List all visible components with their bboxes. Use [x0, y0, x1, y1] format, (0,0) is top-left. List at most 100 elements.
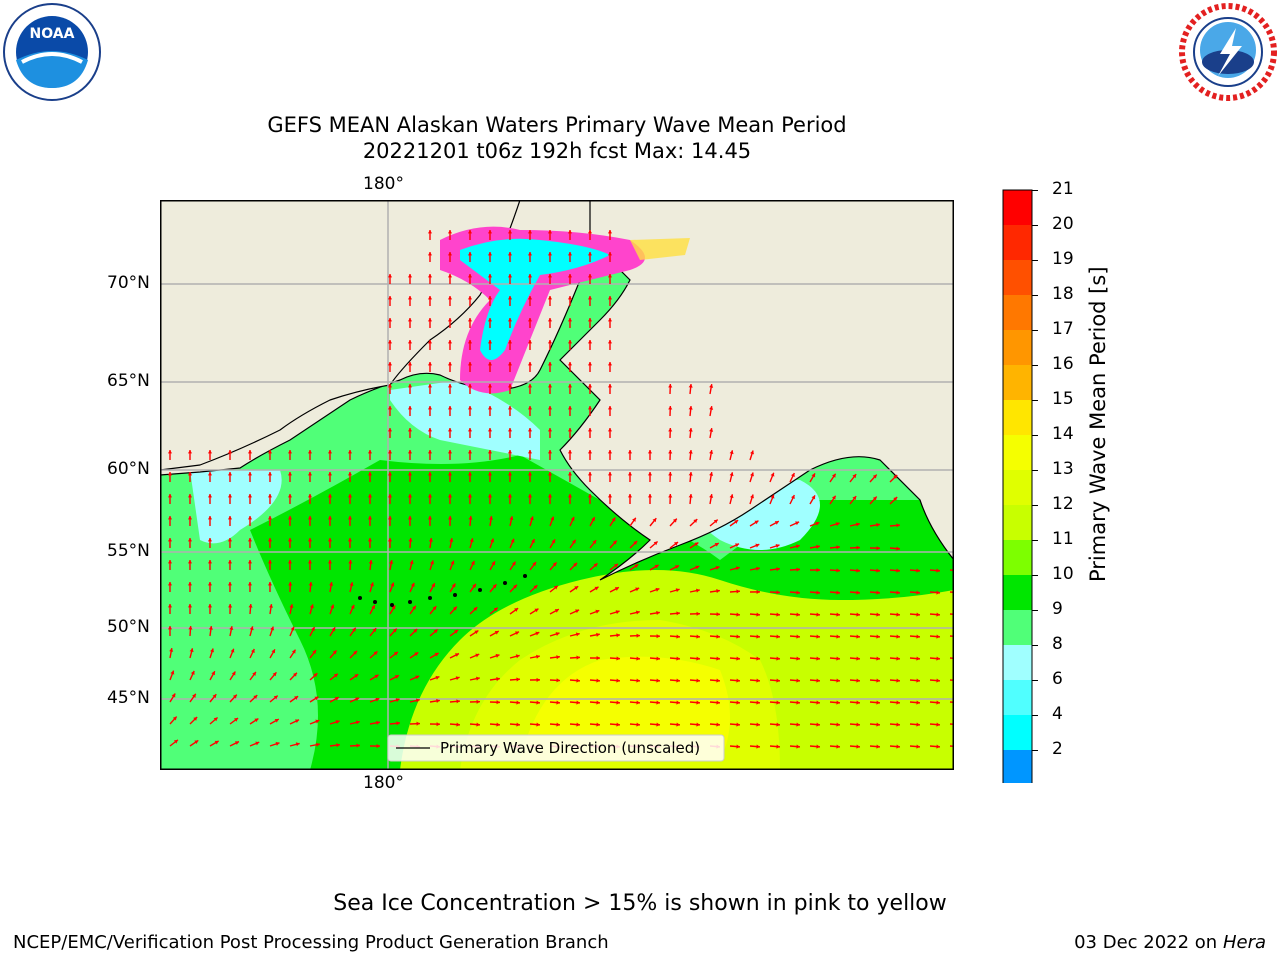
wave-arrow-head [527, 340, 533, 344]
colorbar-frame [1002, 189, 1033, 783]
wave-arrow-head [676, 700, 680, 705]
colorbar-segment [1003, 190, 1032, 225]
wave-arrow-head [172, 716, 177, 721]
wave-arrow-head [607, 406, 613, 410]
wave-arrow-head [389, 560, 394, 564]
wave-arrow-head [267, 450, 273, 454]
wave-arrow-head [796, 700, 800, 705]
wave-arrow-head [675, 588, 680, 593]
wave-arrow-head [327, 472, 333, 476]
wave-arrow-head [467, 296, 473, 300]
wave-arrow-head [427, 362, 433, 366]
wave-arrow-head [427, 384, 433, 388]
wave-arrow-head [575, 609, 580, 614]
wave-arrow-head [776, 700, 780, 705]
wave-arrow-head [896, 568, 900, 573]
wave-arrow-head [776, 612, 780, 617]
wave-arrow-head [467, 252, 473, 256]
wave-arrow-head [376, 743, 380, 749]
wave-arrow-head [355, 697, 360, 702]
wave-arrow-head [831, 495, 836, 500]
wave-arrow-head [507, 384, 513, 388]
wave-arrow-head [896, 612, 900, 617]
wave-arrow-head [750, 472, 754, 477]
wave-arrow-head [616, 722, 620, 727]
wave-arrow-head [432, 606, 437, 611]
wave-arrow-head [327, 516, 333, 520]
wave-arrow-head [427, 450, 433, 454]
wave-arrow-head [207, 472, 213, 476]
wave-arrow-head [652, 518, 657, 523]
wave-arrow-head [407, 340, 413, 344]
wave-arrow-head [656, 700, 660, 705]
wave-arrow-head [171, 693, 176, 698]
wave-arrow-head [307, 516, 313, 520]
wave-arrow-head [387, 472, 393, 476]
wave-arrow-head [734, 520, 739, 524]
wave-arrow-head [872, 474, 877, 479]
lon-label-bottom: 180° [363, 773, 404, 793]
wave-arrow-head [187, 472, 193, 476]
wave-arrow-head [467, 384, 473, 388]
wave-arrow-head [267, 516, 273, 520]
wave-arrow-head [255, 741, 260, 746]
wave-arrow-head [547, 340, 553, 344]
wave-arrow-head [791, 473, 795, 477]
wave-arrow-head [447, 274, 453, 278]
wave-arrow-head [716, 589, 720, 594]
wave-arrow-head [567, 318, 573, 322]
wave-arrow-head [374, 674, 379, 679]
wave-arrow-head [587, 318, 593, 322]
wave-arrow-head [387, 296, 393, 300]
colorbar-tick-label: 13 [1052, 459, 1074, 479]
wave-arrow-head [756, 700, 760, 705]
wave-arrow-head [287, 494, 293, 498]
wave-arrow-head [836, 634, 840, 639]
wave-arrow-head [407, 494, 413, 498]
wave-arrow-head [247, 450, 253, 454]
wave-arrow-head [487, 340, 493, 344]
colorbar-tick-mark [1032, 645, 1038, 646]
wave-arrow-head [447, 406, 453, 410]
wave-arrow-head [456, 722, 460, 727]
wave-arrow-head [735, 543, 740, 548]
colorbar-segment [1003, 680, 1032, 715]
colorbar-tick-label: 10 [1052, 564, 1074, 584]
wave-arrow-head [836, 722, 840, 727]
wave-arrow-head [509, 516, 514, 521]
wave-arrow-head [392, 628, 397, 633]
wave-arrow-head [550, 516, 555, 521]
wave-arrow-head [916, 634, 920, 639]
wave-arrow-head [672, 518, 677, 523]
wave-arrow-head [736, 700, 740, 705]
wave-arrow-head [287, 538, 293, 542]
wave-arrow-head [709, 428, 714, 432]
wave-arrow-head [613, 563, 618, 568]
wave-arrow-head [467, 230, 473, 234]
colorbar-tick-label: 17 [1052, 319, 1074, 339]
machine-name: Hera [1222, 932, 1266, 953]
wave-arrow-head [515, 631, 520, 636]
wave-arrow-head [696, 634, 700, 639]
wave-arrow-head [390, 582, 395, 587]
wave-arrow-head [391, 605, 396, 610]
wave-arrow-head [467, 274, 473, 278]
wave-arrow-head [167, 494, 173, 498]
wave-arrow-head [627, 450, 633, 454]
wave-arrow-head [167, 626, 173, 630]
wave-arrow-head [247, 538, 253, 542]
wave-arrow-head [576, 722, 580, 727]
wave-arrow-head [368, 560, 373, 564]
wave-arrow-head [896, 722, 900, 727]
wave-arrow-head [595, 609, 600, 614]
wave-arrow-head [587, 384, 593, 388]
wave-arrow-head [467, 340, 473, 344]
wave-arrow-head [447, 318, 453, 322]
wave-arrow-head [275, 741, 280, 746]
sea-ice-cyan [460, 238, 610, 360]
wave-arrow-head [647, 472, 653, 476]
wave-arrow-head [207, 604, 213, 608]
wave-arrow-head [836, 568, 840, 573]
wave-arrow-head [408, 538, 413, 542]
wave-arrow-head [507, 428, 513, 432]
